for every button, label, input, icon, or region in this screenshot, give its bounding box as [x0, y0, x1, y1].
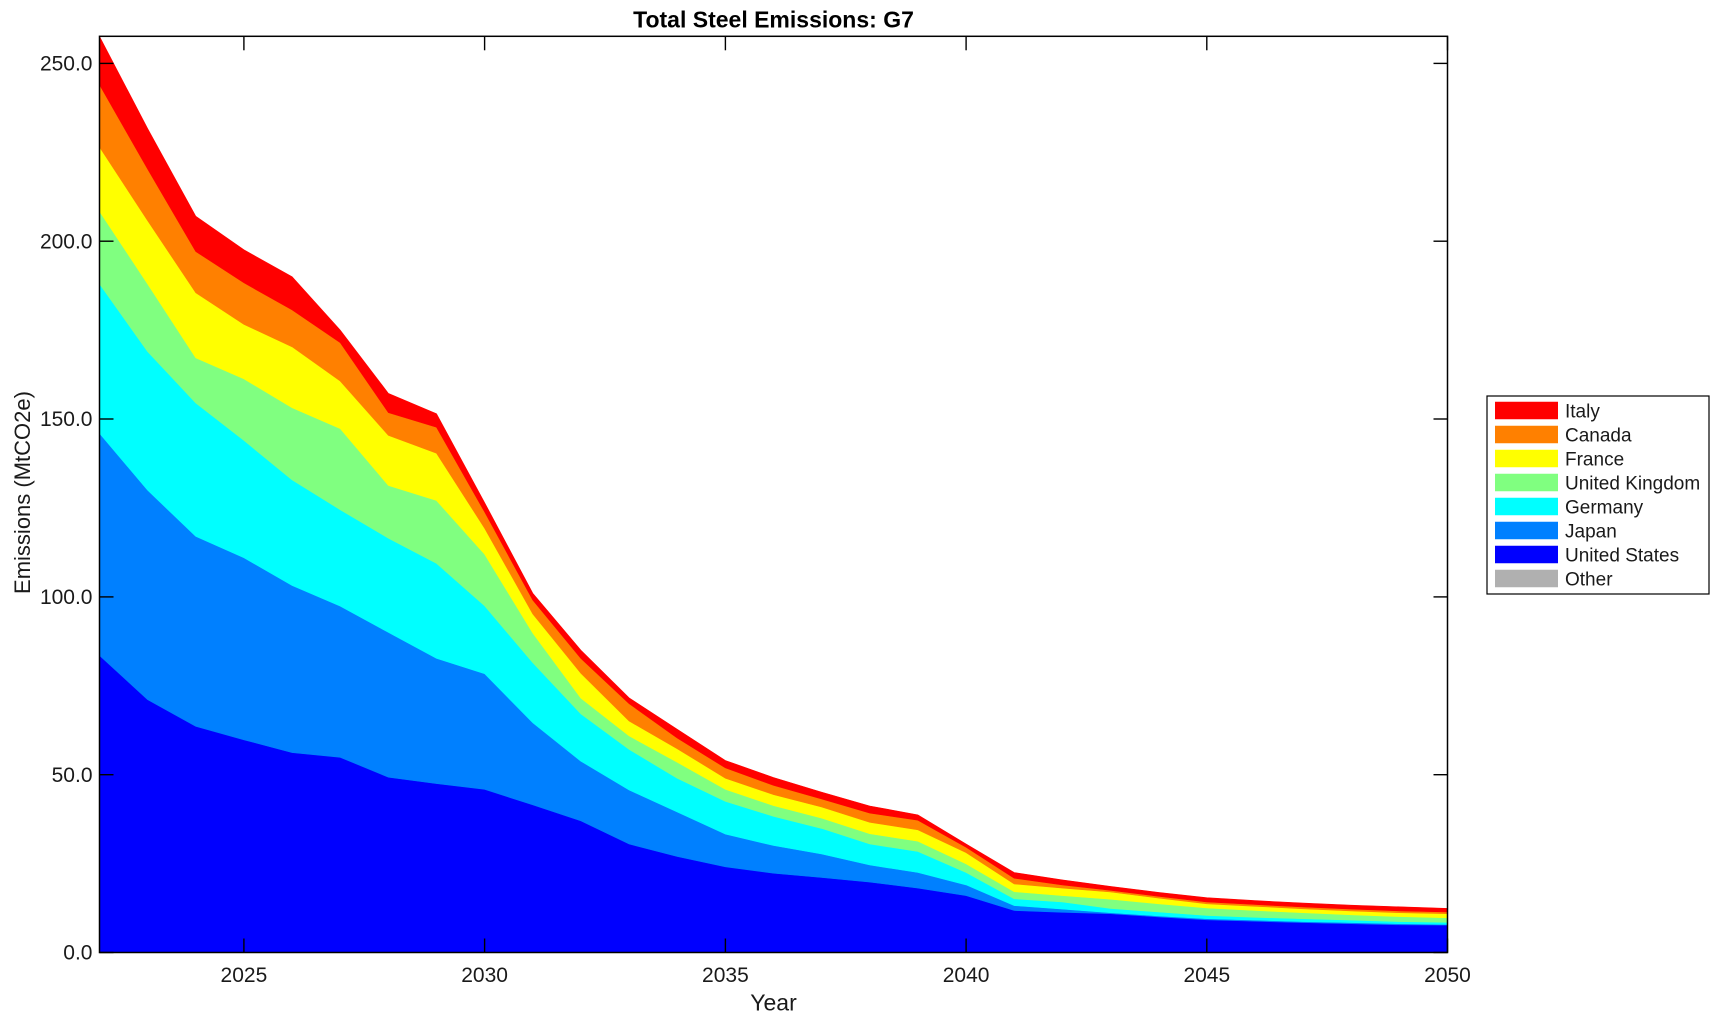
svg-text:2025: 2025 [221, 964, 268, 987]
svg-text:2045: 2045 [1183, 964, 1230, 987]
svg-text:2050: 2050 [1424, 964, 1471, 987]
svg-text:United Kingdom: United Kingdom [1565, 473, 1700, 494]
svg-text:Germany: Germany [1565, 497, 1644, 518]
svg-text:Other: Other [1565, 569, 1613, 590]
svg-text:France: France [1565, 449, 1624, 470]
svg-text:250.0: 250.0 [40, 53, 93, 76]
svg-text:Japan: Japan [1565, 521, 1617, 542]
svg-text:Canada: Canada [1565, 425, 1632, 446]
svg-text:Year: Year [750, 990, 797, 1016]
svg-text:United States: United States [1565, 545, 1679, 566]
svg-text:Emissions (MtCO2e): Emissions (MtCO2e) [10, 391, 35, 594]
svg-text:150.0: 150.0 [40, 408, 93, 431]
svg-text:100.0: 100.0 [40, 586, 93, 609]
svg-text:2040: 2040 [943, 964, 990, 987]
svg-text:Italy: Italy [1565, 401, 1600, 422]
svg-text:200.0: 200.0 [40, 230, 93, 253]
svg-text:2030: 2030 [461, 964, 508, 987]
svg-text:2035: 2035 [702, 964, 749, 987]
svg-text:50.0: 50.0 [52, 764, 93, 787]
svg-text:0.0: 0.0 [63, 942, 92, 965]
svg-text:Total Steel Emissions: G7: Total Steel Emissions: G7 [633, 7, 914, 33]
